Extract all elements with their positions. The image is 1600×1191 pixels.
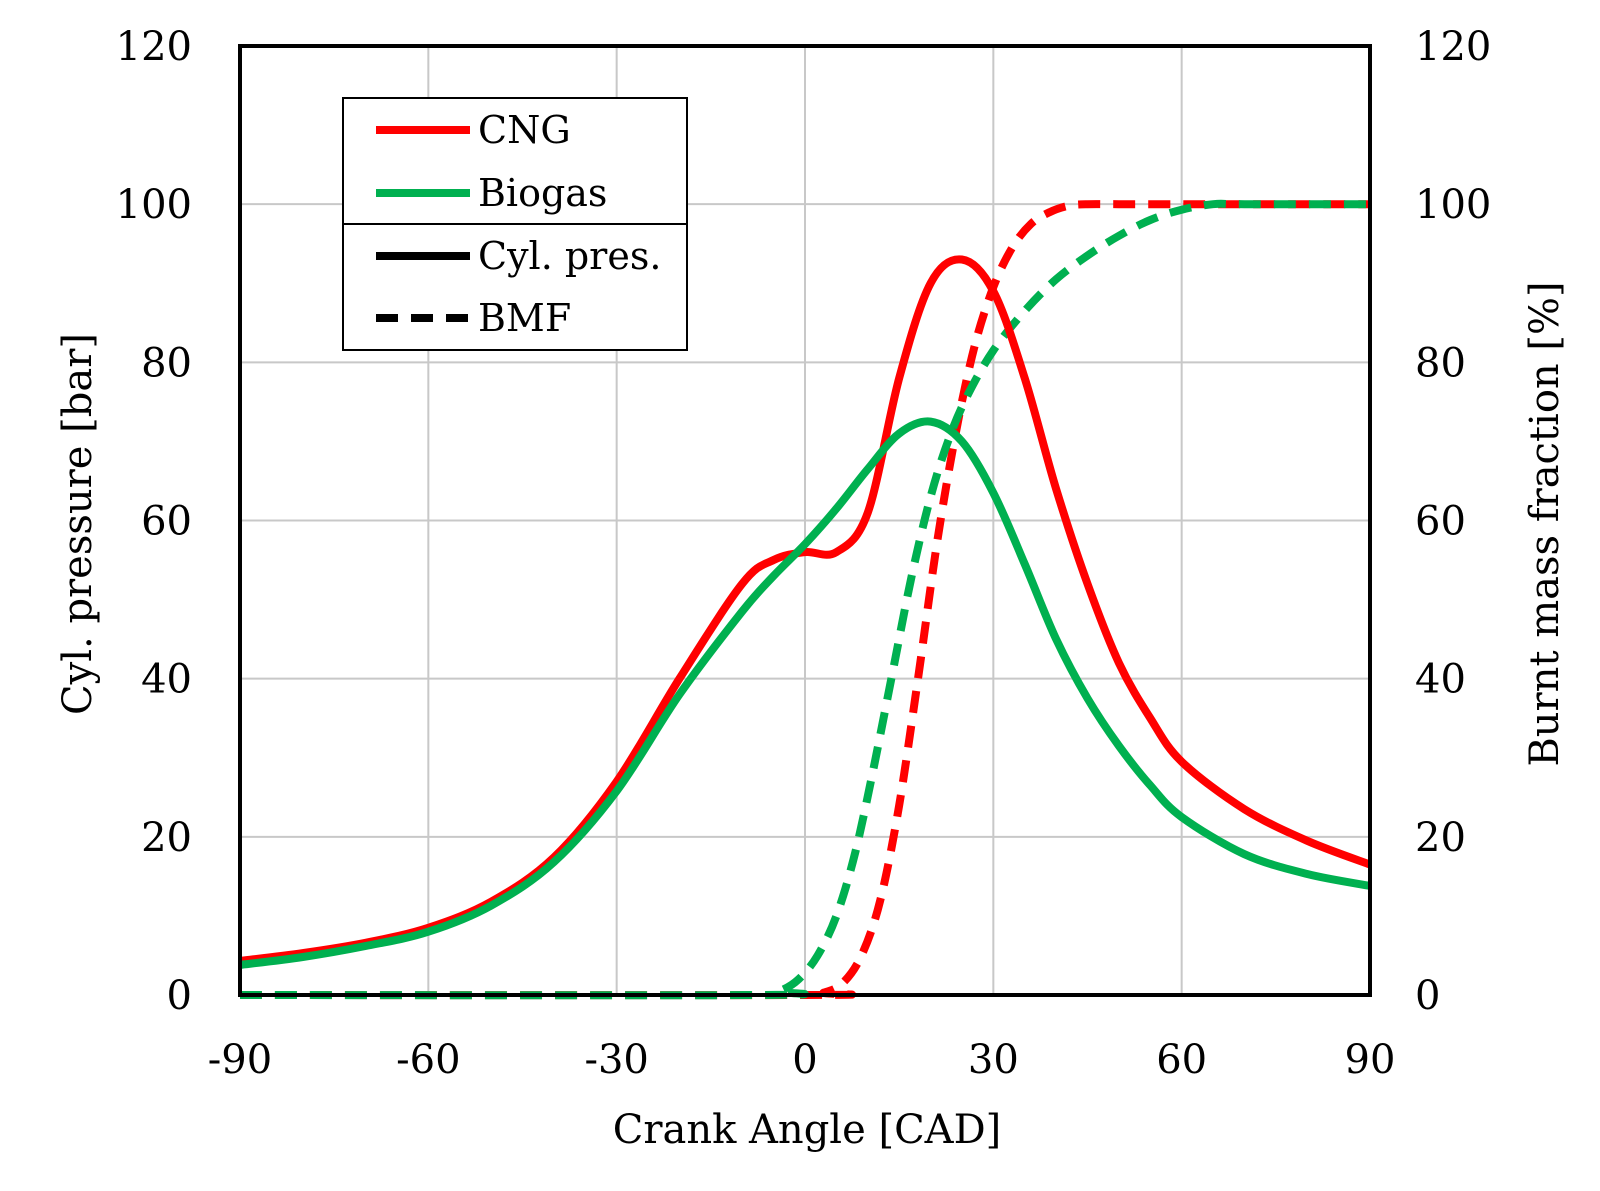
series-line-biogas-cyl-pres xyxy=(239,417,1371,969)
y-tick-label-right: 0 xyxy=(1415,973,1440,1019)
legend-label-bmf: BMF xyxy=(478,296,571,340)
x-tick-label: 0 xyxy=(792,1037,817,1083)
series-layer xyxy=(239,199,1372,1000)
x-tick-label: 60 xyxy=(1156,1037,1207,1083)
y-tick-label-right: 20 xyxy=(1415,815,1466,861)
x-tick-label: -60 xyxy=(396,1037,460,1083)
y-tick-label-left: 40 xyxy=(141,657,192,703)
y-tick-label-right: 120 xyxy=(1415,24,1491,70)
y-tick-label-right: 40 xyxy=(1415,657,1466,703)
legend-label-cng: CNG xyxy=(478,108,571,152)
legend-label-biogas: Biogas xyxy=(478,171,607,215)
y-tick-label-left: 0 xyxy=(167,973,192,1019)
y-tick-label-left: 100 xyxy=(116,182,192,228)
x-tick-label: 90 xyxy=(1345,1037,1396,1083)
y-tick-label-left: 120 xyxy=(116,24,192,70)
y-tick-label-right: 80 xyxy=(1415,340,1466,386)
x-axis-title: Crank Angle [CAD] xyxy=(613,1107,1002,1153)
tick-labels: -90 -60 -30 0 30 60 90 0 20 40 60 80 100 120 0 20 40 60 80… xyxy=(116,24,1492,1083)
y-tick-label-right: 100 xyxy=(1415,182,1491,228)
y-axis-title-right: Burnt mass fraction [%] xyxy=(1522,281,1568,766)
series-line-biogas-bmf xyxy=(239,199,1370,1000)
y-tick-label-left: 60 xyxy=(141,499,192,545)
legend: CNG Biogas Cyl. pres. BMF xyxy=(342,97,688,351)
y-tick-label-left: 80 xyxy=(141,340,192,386)
x-tick-label: 30 xyxy=(968,1037,1019,1083)
y-tick-label-left: 20 xyxy=(141,815,192,861)
x-tick-label: -30 xyxy=(584,1037,648,1083)
y-tick-label-right: 60 xyxy=(1415,499,1466,545)
y-axis-title-left: Cyl. pressure [bar] xyxy=(55,333,101,715)
series-line-cng-bmf xyxy=(239,200,1370,1000)
legend-label-cyl-pres: Cyl. pres. xyxy=(478,234,661,278)
plot-area-frame xyxy=(238,44,1372,997)
x-tick-label: -90 xyxy=(208,1037,272,1083)
